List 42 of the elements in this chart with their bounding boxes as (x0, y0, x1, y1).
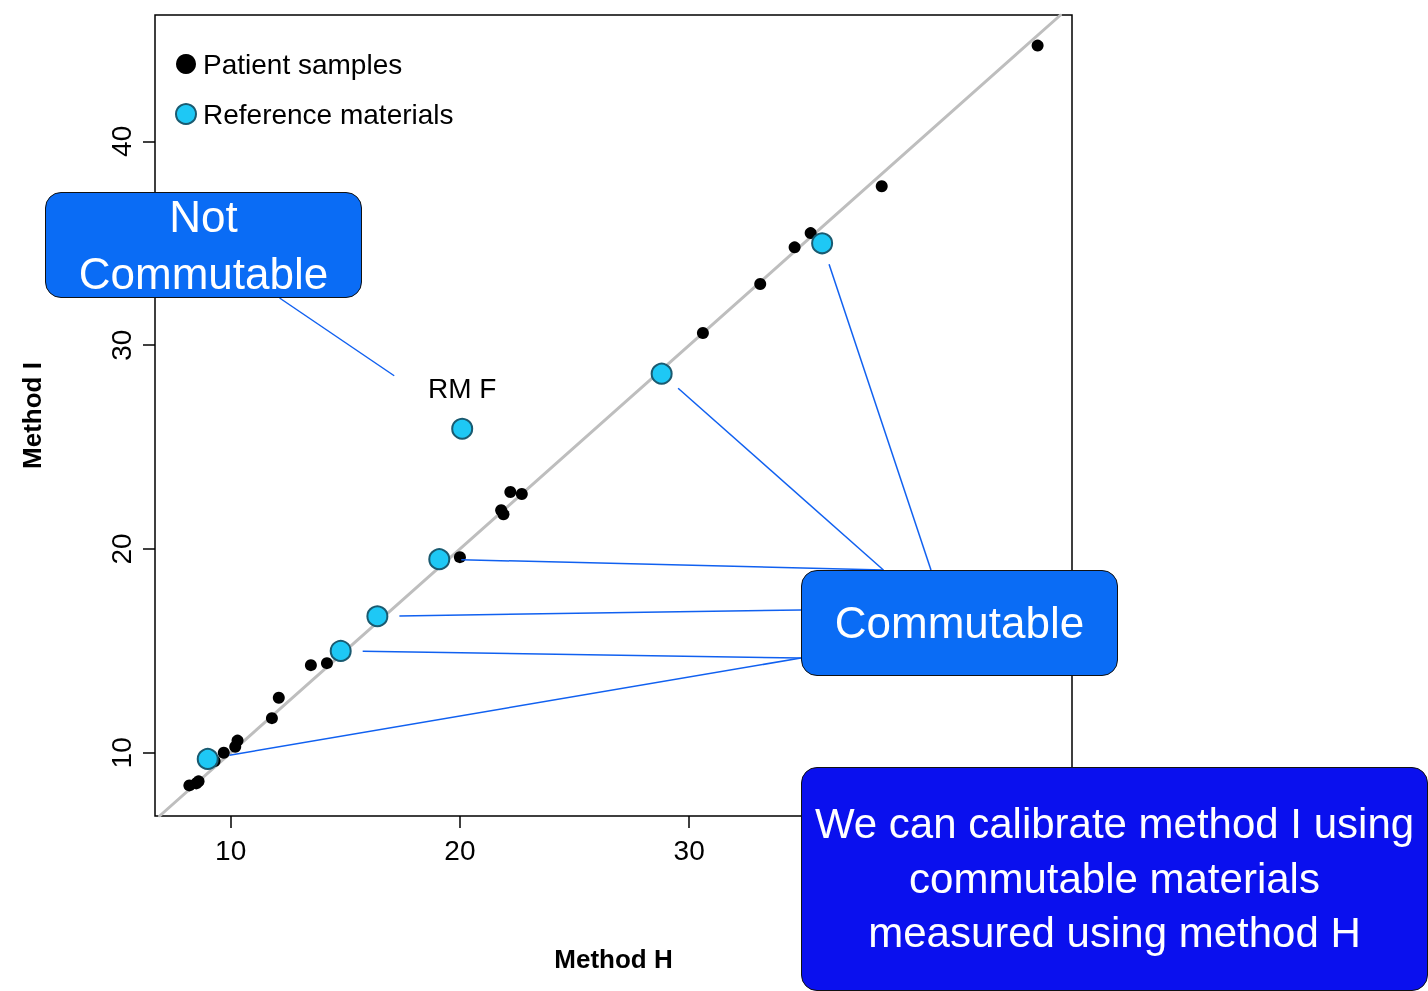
y-tick-label: 30 (105, 329, 137, 361)
point (497, 508, 510, 521)
annotation: We can calibrate method I using commutable materials measured using method H (813, 799, 1416, 959)
x-tick-label: 30 (673, 834, 705, 866)
callout-box: Commutable (801, 570, 1118, 676)
point (515, 487, 528, 500)
annotation: Not Commutable (77, 192, 330, 299)
x-tick-label: 10 (215, 834, 247, 866)
y-tick-label: 20 (105, 533, 137, 565)
point (754, 278, 767, 291)
y-axis-title: Method I (17, 362, 47, 469)
point (696, 326, 709, 339)
x-axis-title: Method H (554, 944, 673, 974)
point (504, 485, 517, 498)
point (366, 605, 389, 628)
point (453, 551, 466, 564)
callout-box: We can calibrate method I using commutable materials measured using method H (801, 767, 1428, 991)
point (788, 241, 801, 254)
point (650, 362, 673, 385)
legend-label: Patient samples (203, 48, 403, 80)
point (304, 659, 317, 672)
callout-box: Not Commutable (45, 192, 362, 298)
legend-label: Reference materials (203, 98, 454, 130)
point (196, 747, 219, 770)
point (272, 691, 285, 704)
point (265, 712, 278, 725)
annotation: RM F (427, 373, 497, 405)
point (804, 227, 817, 240)
point (329, 639, 352, 662)
point (229, 740, 242, 753)
point (183, 779, 196, 792)
point (217, 746, 230, 759)
point (428, 548, 451, 571)
point (320, 657, 333, 670)
point (1031, 39, 1044, 52)
point (811, 232, 834, 255)
y-tick-label: 10 (105, 737, 137, 769)
x-tick-label: 20 (444, 834, 476, 866)
annotation: Commutable (834, 597, 1085, 650)
y-tick-label: 40 (105, 125, 137, 157)
point (875, 180, 888, 193)
point (451, 417, 474, 440)
